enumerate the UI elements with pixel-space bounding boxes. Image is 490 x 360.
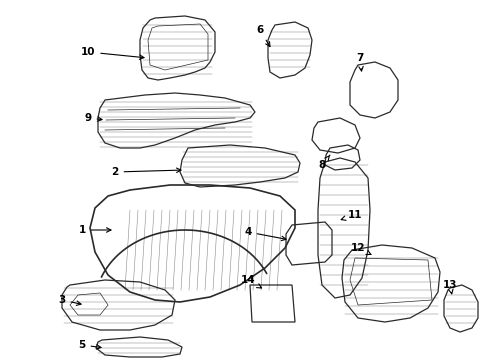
Text: 4: 4 <box>245 227 286 240</box>
Text: 14: 14 <box>241 275 262 288</box>
Text: 2: 2 <box>111 167 181 177</box>
Text: 1: 1 <box>78 225 111 235</box>
Text: 7: 7 <box>356 53 364 71</box>
Text: 6: 6 <box>256 25 270 46</box>
Text: 9: 9 <box>84 113 102 123</box>
Text: 13: 13 <box>443 280 457 294</box>
Text: 10: 10 <box>81 47 144 59</box>
Text: 3: 3 <box>58 295 81 305</box>
Text: 11: 11 <box>341 210 362 220</box>
Text: 12: 12 <box>351 243 371 255</box>
Text: 8: 8 <box>318 155 330 170</box>
Text: 5: 5 <box>78 340 101 350</box>
